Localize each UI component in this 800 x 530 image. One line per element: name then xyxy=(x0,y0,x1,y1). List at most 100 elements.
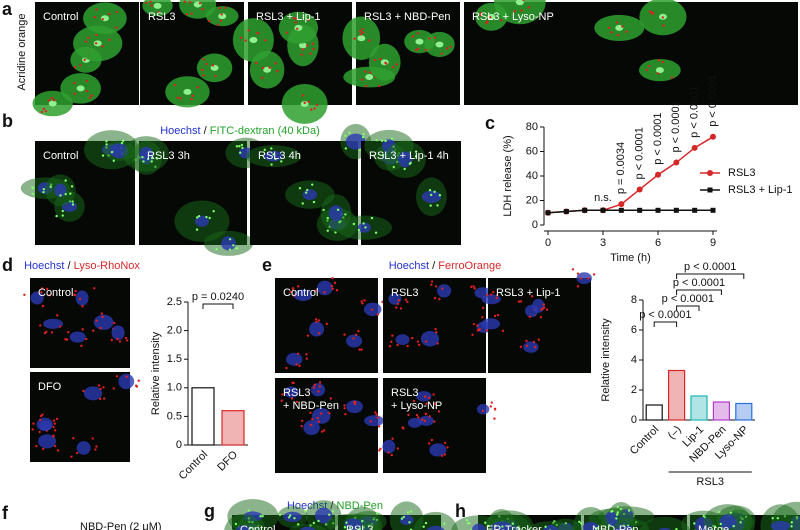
nucleus xyxy=(543,524,559,530)
puncta xyxy=(414,155,418,158)
puncta xyxy=(94,42,98,45)
nucleus xyxy=(523,341,539,353)
puncta xyxy=(98,397,102,401)
y-tick-label: 0.5 xyxy=(167,410,182,422)
puncta xyxy=(487,524,490,528)
puncta xyxy=(59,194,62,197)
puncta xyxy=(467,522,471,525)
puncta xyxy=(402,515,406,519)
puncta xyxy=(335,289,339,292)
nucleus xyxy=(382,439,396,454)
nucleus xyxy=(476,404,490,415)
nucleus xyxy=(481,318,501,330)
puncta xyxy=(407,413,410,417)
puncta xyxy=(235,145,239,148)
x-tick-label: 9 xyxy=(710,237,716,249)
nucleus xyxy=(576,272,592,285)
puncta xyxy=(414,150,418,153)
puncta xyxy=(82,389,85,393)
bar xyxy=(735,402,753,421)
nucleus xyxy=(284,386,299,398)
point xyxy=(655,207,661,213)
nucleus xyxy=(283,511,302,522)
header-part: Lyso-RhoNox xyxy=(74,260,141,272)
image-label: RSL3 + Lyso-NP xyxy=(472,11,554,23)
puncta xyxy=(412,399,416,403)
header: Hoechst / FerroOrange xyxy=(389,260,502,272)
puncta xyxy=(179,97,182,100)
puncta xyxy=(64,179,67,182)
puncta xyxy=(64,338,67,341)
puncta xyxy=(579,277,583,280)
puncta xyxy=(662,24,665,27)
puncta xyxy=(364,84,368,88)
puncta xyxy=(449,45,452,49)
y-tick-label: 20 xyxy=(526,194,538,206)
puncta xyxy=(307,100,310,103)
puncta xyxy=(52,419,56,422)
puncta xyxy=(52,98,56,102)
puncta xyxy=(428,415,431,418)
puncta xyxy=(416,47,420,51)
nucleus xyxy=(293,289,313,301)
puncta xyxy=(101,154,105,157)
puncta xyxy=(377,425,381,428)
puncta xyxy=(249,526,252,530)
puncta xyxy=(185,13,189,16)
puncta xyxy=(301,202,304,205)
panel-text: NBD-Pen (2 μM) xyxy=(80,521,162,530)
puncta xyxy=(52,425,55,429)
puncta xyxy=(484,521,487,524)
puncta xyxy=(348,131,351,134)
puncta xyxy=(364,70,367,73)
puncta xyxy=(396,447,399,450)
puncta xyxy=(594,527,598,530)
puncta xyxy=(208,20,211,23)
puncta xyxy=(294,17,297,20)
y-tick-label: 2.5 xyxy=(167,296,182,308)
puncta xyxy=(312,200,316,204)
puncta xyxy=(105,143,108,146)
puncta xyxy=(790,525,793,528)
puncta xyxy=(263,148,266,152)
puncta xyxy=(379,57,382,61)
puncta xyxy=(388,345,392,348)
puncta xyxy=(344,134,347,137)
puncta xyxy=(90,94,93,97)
puncta xyxy=(120,141,124,145)
image-label: RSL3 3h xyxy=(147,150,190,162)
puncta xyxy=(42,187,46,191)
puncta xyxy=(323,291,326,294)
puncta xyxy=(428,189,432,192)
puncta xyxy=(32,422,35,425)
puncta xyxy=(415,48,418,52)
puncta xyxy=(411,35,415,38)
puncta xyxy=(310,108,313,111)
annotation: p < 0.0001 xyxy=(707,74,719,126)
puncta xyxy=(719,522,723,526)
puncta xyxy=(489,405,493,408)
bracket-label: p < 0.0001 xyxy=(684,261,736,273)
point xyxy=(673,159,680,166)
puncta xyxy=(578,520,581,523)
puncta xyxy=(155,157,158,160)
puncta xyxy=(73,81,76,85)
nucleus xyxy=(310,383,326,397)
image-label: RSL3 + NBD-Pen xyxy=(364,11,451,23)
puncta xyxy=(489,15,492,19)
panel-label: f xyxy=(2,503,9,523)
puncta xyxy=(527,6,531,9)
puncta xyxy=(438,194,442,197)
y-tick-label: 4 xyxy=(631,354,637,366)
puncta xyxy=(313,383,316,387)
puncta xyxy=(617,34,620,37)
micrograph: RSL3 + Lip-1 4h xyxy=(336,129,461,245)
puncta xyxy=(256,32,260,35)
puncta xyxy=(670,76,674,79)
header-part: / xyxy=(68,260,72,272)
puncta xyxy=(661,16,665,19)
puncta xyxy=(345,521,348,524)
nucleus xyxy=(357,35,366,42)
y-tick-label: 6 xyxy=(631,324,637,336)
nucleus xyxy=(658,527,672,530)
